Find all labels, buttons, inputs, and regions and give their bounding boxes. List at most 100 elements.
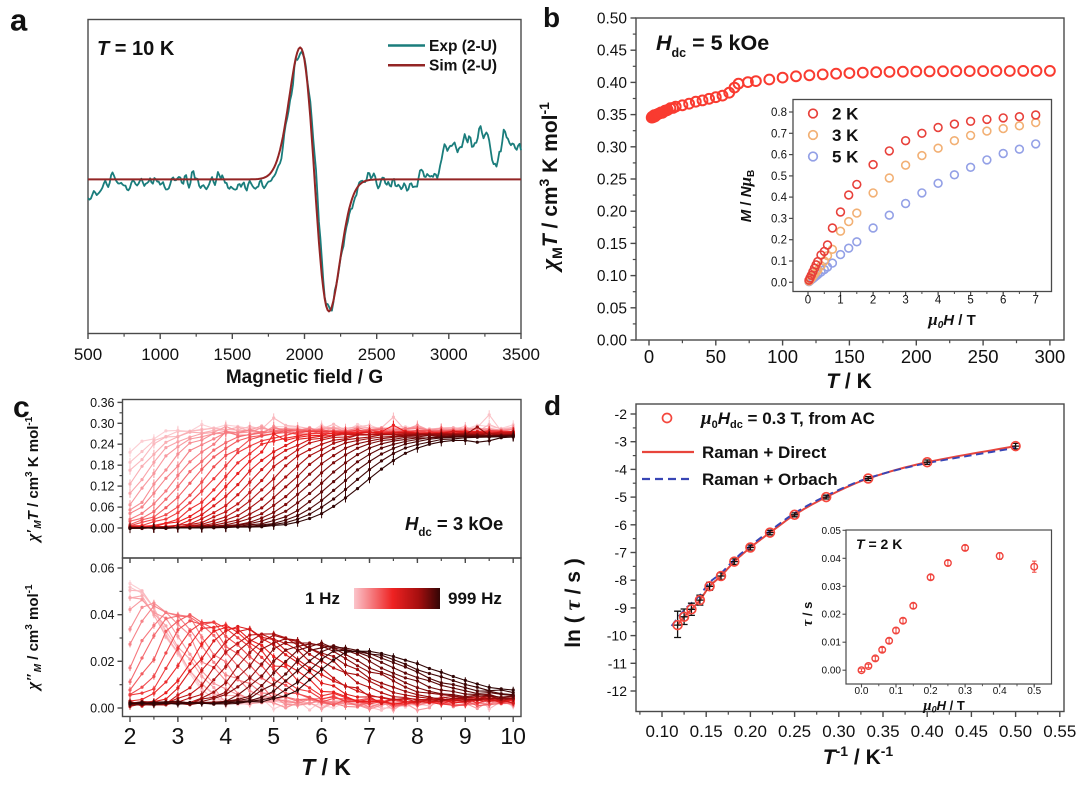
svg-text:150: 150 [834,346,865,367]
svg-text:4: 4 [935,295,942,307]
svg-text:χ′MT / cm3 K mol-1: χ′MT / cm3 K mol-1 [23,416,44,543]
svg-text:0.10: 0.10 [645,722,678,741]
svg-text:2 K: 2 K [832,105,859,124]
svg-text:μ0H / T: μ0H / T [927,310,976,331]
svg-text:0.3: 0.3 [958,686,972,697]
svg-text:0: 0 [805,295,811,307]
svg-text:0.15: 0.15 [597,236,627,253]
svg-text:-7: -7 [615,545,628,561]
svg-text:0.06: 0.06 [90,562,114,576]
svg-text:0.5: 0.5 [771,171,787,183]
svg-text:1: 1 [837,295,843,307]
svg-text:0.36: 0.36 [90,396,114,410]
svg-text:0: 0 [644,346,654,367]
svg-text:6: 6 [315,723,328,749]
svg-text:-9: -9 [615,600,628,616]
svg-text:0.0: 0.0 [771,277,787,289]
svg-text:9: 9 [459,723,472,749]
svg-text:0.18: 0.18 [90,459,114,473]
svg-text:8: 8 [411,723,424,749]
svg-text:0.5: 0.5 [1027,686,1041,697]
svg-text:Hdc = 3 kOe: Hdc = 3 kOe [405,513,503,539]
svg-text:Raman + Direct: Raman + Direct [702,443,827,462]
svg-text:3: 3 [172,723,185,749]
svg-text:0.45: 0.45 [597,43,627,60]
svg-text:0.05: 0.05 [597,300,627,317]
svg-text:Raman + Orbach: Raman + Orbach [702,470,838,489]
svg-text:0.25: 0.25 [597,172,627,189]
svg-text:0.06: 0.06 [90,501,114,515]
svg-text:0.4: 0.4 [993,686,1007,697]
svg-text:χMT / cm3 K mol-1: χMT / cm3 K mol-1 [536,102,565,273]
svg-text:200: 200 [901,346,932,367]
svg-text:0.4: 0.4 [771,192,788,204]
svg-text:0.40: 0.40 [597,75,628,92]
svg-text:c: c [13,391,30,424]
svg-text:0.1: 0.1 [771,256,787,268]
svg-text:5: 5 [267,723,280,749]
svg-text:τ / s: τ / s [800,602,816,627]
svg-text:0.40: 0.40 [911,722,944,741]
svg-text:d: d [544,390,561,421]
svg-text:2000: 2000 [286,345,324,364]
svg-text:0.00: 0.00 [597,333,628,350]
svg-text:250: 250 [968,346,999,367]
svg-text:-8: -8 [615,572,628,588]
svg-text:a: a [10,3,28,38]
svg-text:0.03: 0.03 [822,582,842,593]
svg-text:0.35: 0.35 [866,722,899,741]
svg-text:0.30: 0.30 [90,417,114,431]
svg-text:χ″M / cm3 mol-1: χ″M / cm3 mol-1 [23,584,44,692]
svg-text:Magnetic field / G: Magnetic field / G [226,367,383,388]
svg-text:999 Hz: 999 Hz [448,589,502,608]
svg-text:50: 50 [706,346,727,367]
svg-text:0.55: 0.55 [1043,722,1076,741]
svg-text:500: 500 [74,345,102,364]
svg-text:M / NμB: M / NμB [736,170,757,223]
svg-text:0.3: 0.3 [771,213,787,225]
svg-text:-12: -12 [607,683,627,699]
svg-text:3: 3 [902,295,908,307]
svg-text:0.30: 0.30 [597,139,628,156]
svg-text:μ0H / T: μ0H / T [922,698,965,715]
svg-text:-11: -11 [608,655,627,671]
svg-text:1 Hz: 1 Hz [305,589,340,608]
svg-text:0.00: 0.00 [822,666,842,677]
svg-text:0.50: 0.50 [999,722,1032,741]
svg-text:-10: -10 [607,628,627,644]
svg-text:T / K: T / K [826,370,872,393]
svg-text:1000: 1000 [141,345,179,364]
svg-text:0.00: 0.00 [90,702,114,716]
svg-text:0.05: 0.05 [822,526,842,537]
svg-text:ln ( τ / s ): ln ( τ / s ) [560,558,585,648]
svg-text:-5: -5 [615,489,628,505]
svg-text:0.12: 0.12 [90,480,114,494]
svg-text:T = 10 K: T = 10 K [97,38,175,60]
svg-text:7: 7 [1032,295,1038,307]
svg-text:0.8: 0.8 [771,107,787,119]
svg-text:-2: -2 [615,406,628,422]
svg-text:5 K: 5 K [832,148,859,167]
svg-text:2500: 2500 [358,345,396,364]
svg-text:0.45: 0.45 [955,722,988,741]
svg-text:T / K: T / K [301,754,351,780]
svg-text:2: 2 [870,295,876,307]
svg-text:3 K: 3 K [832,126,859,145]
svg-text:Sim (2-U): Sim (2-U) [429,58,497,75]
svg-text:0.7: 0.7 [771,128,787,140]
svg-text:7: 7 [363,723,376,749]
svg-text:0.10: 0.10 [597,268,628,285]
svg-text:T-1 / K-1: T-1 / K-1 [823,743,894,769]
svg-text:0.20: 0.20 [734,722,767,741]
svg-text:-6: -6 [615,517,628,533]
svg-text:b: b [543,2,560,33]
svg-text:0.25: 0.25 [778,722,811,741]
svg-text:0.35: 0.35 [597,107,627,124]
svg-text:T = 2 K: T = 2 K [856,536,902,552]
svg-text:2: 2 [124,723,137,749]
svg-text:0.1: 0.1 [889,686,903,697]
svg-text:0.04: 0.04 [90,608,114,622]
svg-text:μ0Hdc = 0.3 T, from AC: μ0Hdc = 0.3 T, from AC [700,408,875,431]
svg-text:0.0: 0.0 [855,686,869,697]
svg-text:10: 10 [500,723,526,749]
